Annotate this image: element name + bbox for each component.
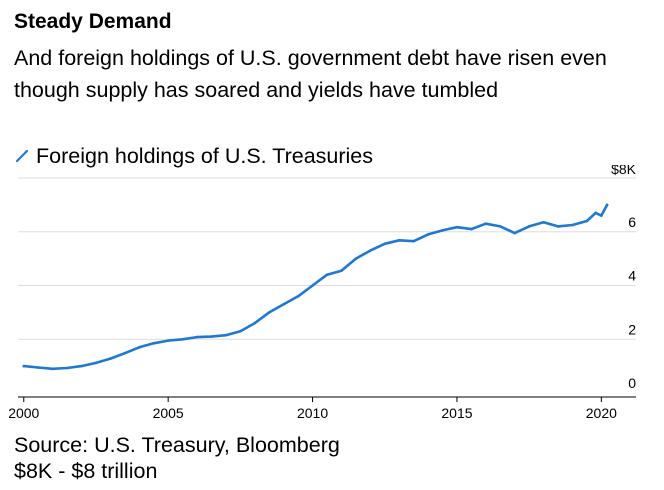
data-point [556, 225, 560, 228]
x-axis-labels: 2000 2005 2010 2015 2020 [8, 405, 617, 421]
data-point [109, 357, 112, 360]
x-tick-label: 2005 [153, 405, 184, 421]
source-note: Source: U.S. Treasury, Bloomberg [14, 433, 340, 457]
unit-note: $8K - $8 trillion [14, 459, 158, 483]
chart-title: Steady Demand [14, 10, 172, 33]
y-tick-label: 4 [628, 268, 636, 284]
data-point [282, 303, 285, 306]
line-chart: $8K 0 2 4 6 2000 2005 2010 2015 2020 [8, 165, 637, 421]
data-point [605, 203, 609, 207]
x-tick-label: 2010 [297, 405, 328, 421]
data-point [94, 361, 98, 365]
data-point [369, 249, 372, 252]
legend-swatch-line [15, 149, 29, 163]
data-point [354, 257, 358, 260]
y-axis-unit-label: $8K [611, 165, 637, 177]
data-point [123, 351, 127, 355]
x-tick-label: 2000 [8, 405, 39, 421]
data-point [181, 337, 184, 341]
data-point [455, 225, 459, 229]
data-point [600, 214, 603, 217]
data-point [325, 273, 329, 277]
legend-line-icon [15, 149, 29, 163]
data-point [340, 269, 343, 273]
data-point [51, 367, 54, 371]
data-point [311, 284, 314, 287]
data-point [195, 335, 199, 339]
data-point [441, 229, 444, 232]
data-point [585, 219, 589, 223]
chart-legend: Foreign holdings of U.S. Treasuries [14, 142, 373, 170]
data-point [22, 364, 26, 368]
data-point [484, 222, 488, 225]
data-point [166, 339, 170, 342]
data-point [498, 225, 502, 228]
data-point [397, 239, 401, 242]
gridlines [18, 177, 636, 340]
series-line [22, 203, 609, 371]
data-point [65, 366, 69, 370]
data-point [210, 335, 213, 338]
data-point [412, 239, 415, 243]
data-point [224, 333, 228, 337]
data-point [80, 364, 83, 368]
x-tick-label: 2015 [441, 405, 472, 421]
y-tick-label: 2 [628, 321, 636, 337]
series-layer [22, 203, 609, 371]
data-point [296, 294, 300, 298]
y-axis-labels: $8K 0 2 4 6 [611, 165, 637, 391]
chart-footer: Source: U.S. Treasury, Bloomberg $8K - $… [14, 432, 340, 484]
data-point [36, 366, 40, 369]
x-tick-label: 2020 [586, 405, 617, 421]
data-point [253, 321, 257, 325]
data-point [527, 225, 531, 228]
data-point [594, 211, 597, 215]
data-point [426, 233, 430, 236]
data-point [239, 329, 242, 333]
data-point [137, 346, 141, 349]
y-tick-label: 0 [628, 375, 636, 391]
y-tick-label: 6 [628, 214, 636, 230]
data-point [383, 242, 387, 246]
data-point [267, 311, 271, 314]
data-point [513, 231, 517, 235]
x-axis [18, 396, 636, 402]
data-point [571, 223, 574, 227]
chart-subtitle: And foreign holdings of U.S. government … [14, 46, 607, 102]
legend-label: Foreign holdings of U.S. Treasuries [36, 144, 373, 168]
data-point [470, 227, 473, 231]
data-point [152, 341, 156, 345]
data-point [542, 221, 545, 224]
